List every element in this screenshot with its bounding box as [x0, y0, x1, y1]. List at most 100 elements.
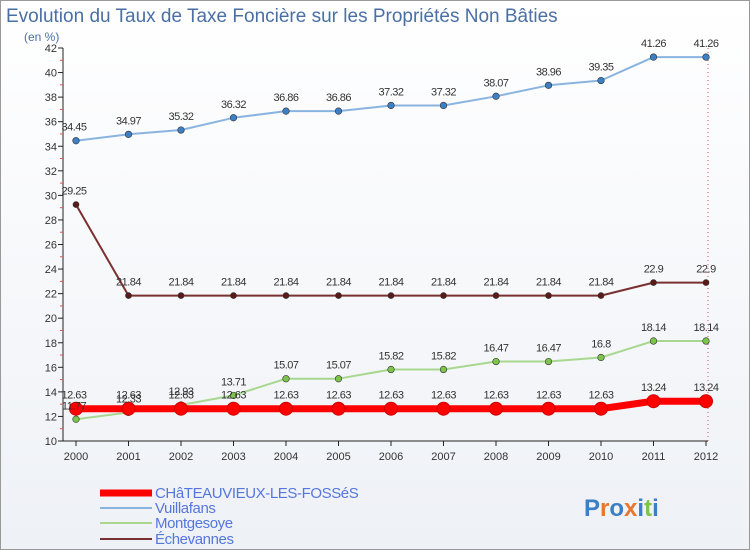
y-tick-label: 36 — [45, 117, 57, 129]
series-ch-teauvieux-les-foss-s — [69, 394, 713, 416]
legend-item: Échevannes — [100, 531, 234, 548]
data-point — [492, 292, 500, 299]
data-point — [387, 365, 395, 374]
data-point — [69, 401, 83, 416]
data-label: 15.07 — [326, 360, 351, 372]
data-point — [72, 201, 80, 208]
y-tick-label: 42 — [45, 43, 57, 55]
data-point — [649, 337, 658, 345]
data-point — [649, 53, 658, 61]
data-label: 34.97 — [116, 115, 141, 127]
data-point — [282, 107, 290, 115]
data-point — [597, 353, 605, 362]
data-label: 36.86 — [273, 92, 298, 104]
legend-item: Vuillafans — [100, 500, 216, 517]
data-label: 13.24 — [641, 382, 666, 394]
data-point — [650, 279, 657, 286]
data-point — [544, 357, 553, 366]
data-point — [282, 292, 290, 299]
data-label: 18.14 — [693, 322, 718, 334]
data-label: 21.84 — [326, 277, 351, 289]
data-label: 37.32 — [378, 86, 403, 98]
series--chevannes — [72, 201, 710, 299]
legend-label: CHâTEAUVIEUX-LES-FOSSéS — [155, 485, 359, 502]
data-label: 12.63 — [588, 390, 613, 402]
legend-item: Montgesoye — [100, 515, 233, 532]
data-point — [489, 401, 503, 416]
data-label: 22.9 — [696, 264, 716, 276]
data-label: 22.9 — [644, 264, 664, 276]
y-tick-label: 20 — [45, 313, 57, 325]
data-point — [334, 107, 343, 115]
data-label: 12.63 — [483, 390, 508, 402]
data-label: 12.63 — [168, 390, 193, 402]
data-label: 12.33 — [116, 393, 141, 405]
data-labels: 34.45 34.97 35.32 36.32 36.86 36.86 37.32 37.32… — [61, 38, 719, 412]
data-point — [439, 101, 448, 110]
data-label: 13.24 — [693, 382, 718, 394]
data-point — [279, 401, 293, 416]
data-point — [440, 292, 447, 299]
logo-text: Proxiti — [584, 495, 659, 522]
chart-title: Evolution du Taux de Taxe Foncière sur l… — [6, 6, 558, 27]
data-label: 18.14 — [641, 322, 666, 334]
x-tick-label: 2002 — [169, 451, 193, 463]
data-point — [125, 292, 132, 299]
data-point — [387, 292, 395, 299]
data-label: 21.84 — [168, 277, 193, 289]
data-label: 34.45 — [61, 122, 86, 134]
y-tick-label: 40 — [45, 68, 57, 80]
data-label: 38.96 — [536, 66, 561, 78]
data-point — [544, 81, 553, 89]
data-label: 12.63 — [116, 390, 141, 402]
data-point — [174, 401, 188, 416]
data-label: 12.63 — [273, 390, 298, 402]
data-point — [177, 292, 185, 299]
data-label: 12.93 — [168, 386, 193, 398]
data-label: 12.63 — [221, 390, 246, 402]
data-point — [436, 401, 451, 416]
data-label: 12.63 — [536, 390, 561, 402]
x-tick-label: 2004 — [274, 451, 298, 463]
data-point — [331, 401, 346, 416]
y-tick-label: 24 — [45, 264, 57, 276]
data-point — [226, 401, 241, 416]
y-tick-label: 22 — [45, 289, 57, 301]
data-label: 15.82 — [378, 351, 403, 363]
series-layer — [69, 53, 713, 423]
x-tick-label: 2009 — [536, 451, 560, 463]
x-tick-label: 2010 — [589, 451, 613, 463]
data-point — [282, 375, 290, 383]
legend-label: Vuillafans — [155, 500, 215, 517]
x-tick-label: 2001 — [116, 451, 140, 463]
data-point — [229, 391, 238, 400]
axes: 10 12 14 16 18 20 22 24 26 28 30 32 34 36 38 40 42 2000 20… — [45, 43, 718, 463]
y-tick-label: 26 — [45, 240, 57, 252]
y-tick-label: 32 — [45, 166, 57, 178]
y-tick-label: 10 — [45, 436, 57, 448]
data-label: 21.84 — [273, 277, 298, 289]
data-point — [177, 126, 185, 134]
data-label: 21.84 — [116, 277, 141, 289]
data-label: 21.84 — [483, 277, 508, 289]
x-tick-label: 2008 — [484, 451, 508, 463]
y-tick-label: 34 — [45, 141, 57, 153]
data-label: 21.84 — [536, 277, 561, 289]
x-tick-label: 2005 — [326, 451, 350, 463]
legend-label: Échevannes — [155, 531, 234, 548]
data-point — [72, 415, 80, 423]
x-tick-label: 2003 — [221, 451, 245, 463]
data-label: 16.47 — [536, 343, 561, 355]
data-label: 21.84 — [588, 277, 613, 289]
data-label: 39.35 — [588, 62, 613, 74]
data-point — [699, 394, 713, 409]
data-point — [230, 292, 237, 299]
data-point — [594, 401, 608, 416]
data-label: 36.32 — [221, 99, 246, 111]
data-label: 21.84 — [431, 277, 456, 289]
data-point — [545, 292, 552, 299]
x-tick-label: 2006 — [379, 451, 403, 463]
data-label: 12.63 — [378, 390, 403, 402]
x-tick-label: 2012 — [694, 451, 718, 463]
